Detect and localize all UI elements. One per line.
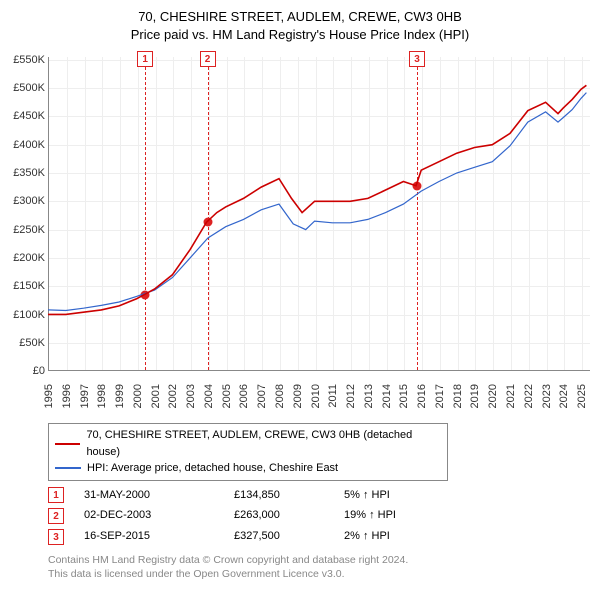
xtick-label: 2018 bbox=[452, 384, 464, 408]
xtick-label: 2010 bbox=[310, 384, 322, 408]
transaction-price: £263,000 bbox=[234, 505, 344, 526]
xtick-label: 2023 bbox=[541, 384, 553, 408]
transaction-row: 2 02-DEC-2003£263,00019% ↑ HPI bbox=[48, 505, 594, 526]
legend-label: HPI: Average price, detached house, Ches… bbox=[87, 460, 338, 477]
xtick-label: 2005 bbox=[221, 384, 233, 408]
xtick-label: 2004 bbox=[203, 384, 215, 408]
ytick-label: £50K bbox=[19, 337, 45, 349]
xtick-label: 2021 bbox=[505, 384, 517, 408]
transaction-date: 16-SEP-2015 bbox=[84, 526, 234, 547]
transaction-row: 1 31-MAY-2000£134,8505% ↑ HPI bbox=[48, 485, 594, 506]
ytick-label: £500K bbox=[13, 82, 45, 94]
ytick-label: £250K bbox=[13, 224, 45, 236]
ytick-label: £300K bbox=[13, 195, 45, 207]
series-line-property bbox=[48, 85, 586, 314]
series-svg bbox=[48, 57, 590, 371]
transaction-diff: 5% ↑ HPI bbox=[344, 485, 454, 506]
transaction-row: 3 16-SEP-2015£327,5002% ↑ HPI bbox=[48, 526, 594, 547]
transaction-diff: 19% ↑ HPI bbox=[344, 505, 454, 526]
ytick-label: £550K bbox=[13, 54, 45, 66]
xtick-label: 2019 bbox=[469, 384, 481, 408]
transaction-index-box: 1 bbox=[48, 487, 64, 503]
legend-swatch bbox=[55, 467, 81, 469]
transaction-diff: 2% ↑ HPI bbox=[344, 526, 454, 547]
legend-row: 70, CHESHIRE STREET, AUDLEM, CREWE, CW3 … bbox=[55, 427, 441, 460]
ytick-label: £100K bbox=[13, 309, 45, 321]
attribution: Contains HM Land Registry data © Crown c… bbox=[48, 553, 594, 581]
ytick-label: £350K bbox=[13, 167, 45, 179]
transaction-price: £134,850 bbox=[234, 485, 344, 506]
ytick-label: £450K bbox=[13, 110, 45, 122]
transaction-date: 31-MAY-2000 bbox=[84, 485, 234, 506]
xtick-label: 2024 bbox=[558, 384, 570, 408]
xtick-label: 1996 bbox=[61, 384, 73, 408]
xtick-label: 2020 bbox=[487, 384, 499, 408]
xtick-label: 1997 bbox=[79, 384, 91, 408]
chart-plot: £0 £50K £100K £150K £200K £250K £300K £350K £400… bbox=[6, 49, 594, 417]
xtick-label: 2007 bbox=[256, 384, 268, 408]
ytick-label: £150K bbox=[13, 280, 45, 292]
attribution-line-1: Contains HM Land Registry data © Crown c… bbox=[48, 553, 594, 567]
ytick-label: £400K bbox=[13, 139, 45, 151]
transaction-index-box: 2 bbox=[48, 508, 64, 524]
transaction-date: 02-DEC-2003 bbox=[84, 505, 234, 526]
xtick-label: 2016 bbox=[416, 384, 428, 408]
xtick-label: 1999 bbox=[114, 384, 126, 408]
xtick-label: 2022 bbox=[523, 384, 535, 408]
transaction-index-box: 3 bbox=[48, 529, 64, 545]
ytick-label: £200K bbox=[13, 252, 45, 264]
xtick-label: 2017 bbox=[434, 384, 446, 408]
xtick-label: 2001 bbox=[150, 384, 162, 408]
transaction-table: 1 31-MAY-2000£134,8505% ↑ HPI 2 02-DEC-2003… bbox=[48, 485, 594, 548]
attribution-line-2: This data is licensed under the Open Gov… bbox=[48, 567, 594, 581]
xtick-label: 1998 bbox=[96, 384, 108, 408]
ytick-label: £0 bbox=[33, 365, 45, 377]
xtick-label: 2013 bbox=[363, 384, 375, 408]
xtick-label: 2008 bbox=[274, 384, 286, 408]
xtick-label: 2012 bbox=[345, 384, 357, 408]
xtick-label: 2002 bbox=[167, 384, 179, 408]
xtick-label: 2009 bbox=[292, 384, 304, 408]
xtick-label: 2025 bbox=[576, 384, 588, 408]
title-block: 70, CHESHIRE STREET, AUDLEM, CREWE, CW3 … bbox=[6, 8, 594, 43]
xtick-label: 2000 bbox=[132, 384, 144, 408]
chart-container: 70, CHESHIRE STREET, AUDLEM, CREWE, CW3 … bbox=[0, 0, 600, 588]
legend: 70, CHESHIRE STREET, AUDLEM, CREWE, CW3 … bbox=[48, 423, 448, 481]
legend-label: 70, CHESHIRE STREET, AUDLEM, CREWE, CW3 … bbox=[86, 427, 441, 460]
legend-swatch bbox=[55, 443, 80, 445]
xtick-label: 2003 bbox=[185, 384, 197, 408]
legend-row: HPI: Average price, detached house, Ches… bbox=[55, 460, 441, 477]
xtick-label: 2014 bbox=[381, 384, 393, 408]
xtick-label: 1995 bbox=[43, 384, 55, 408]
xtick-label: 2006 bbox=[238, 384, 250, 408]
title-line-2: Price paid vs. HM Land Registry's House … bbox=[6, 26, 594, 44]
xtick-label: 2015 bbox=[398, 384, 410, 408]
xtick-label: 2011 bbox=[327, 384, 339, 408]
title-line-1: 70, CHESHIRE STREET, AUDLEM, CREWE, CW3 … bbox=[6, 8, 594, 26]
transaction-price: £327,500 bbox=[234, 526, 344, 547]
